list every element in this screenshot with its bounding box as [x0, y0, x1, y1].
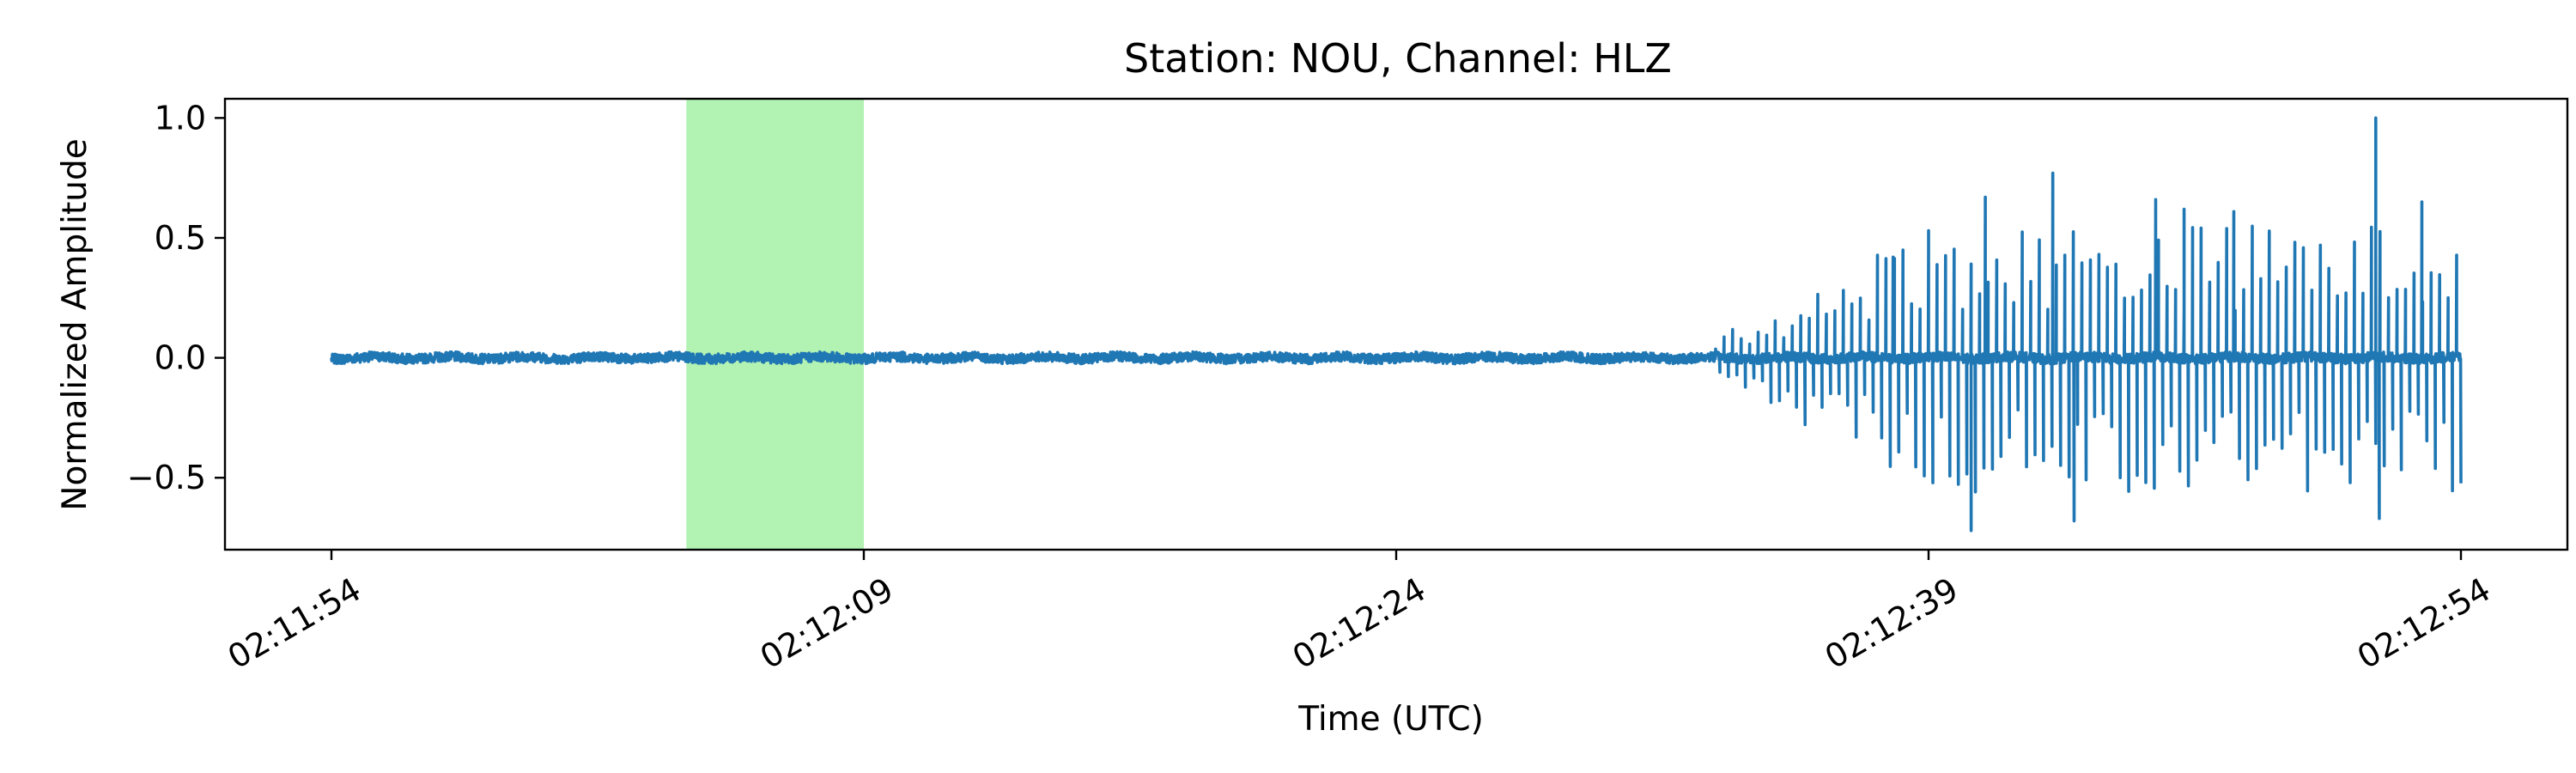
x-tick-label: 02:12:54: [2351, 570, 2497, 676]
waveform-line: [330, 116, 2463, 533]
x-tick-label: 02:12:39: [1819, 570, 1965, 676]
y-tick-label: −0.5: [127, 459, 206, 496]
x-axis-label: Time (UTC): [1297, 700, 1484, 739]
waveform-layer: [330, 116, 2463, 533]
x-tick-label: 02:12:24: [1286, 570, 1432, 676]
y-tick-label: 0.0: [155, 339, 206, 377]
x-tick-label: 02:12:09: [754, 570, 900, 676]
y-axis: 1.0 0.5 0.0 −0.5: [127, 99, 225, 496]
y-tick-label: 1.0: [155, 99, 206, 137]
y-axis-label: Normalized Amplitude: [56, 138, 94, 510]
highlight-window: [686, 99, 864, 550]
y-tick-label: 0.5: [155, 219, 206, 257]
plot-frame: [223, 97, 2569, 551]
x-axis: 02:11:54 02:12:09 02:12:24 02:12:39 02:12:54: [222, 550, 2497, 676]
x-tick-label: 02:11:54: [222, 570, 368, 676]
chart-title: Station: NOU, Channel: HLZ: [1124, 35, 1672, 82]
